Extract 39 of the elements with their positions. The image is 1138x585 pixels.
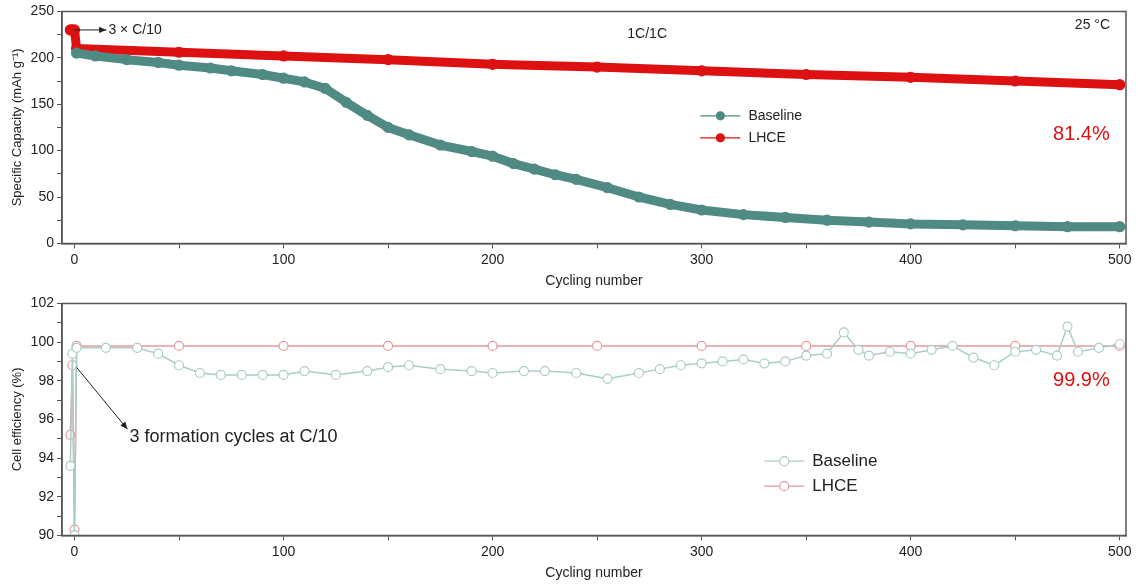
annotation: 25 °C <box>1074 16 1111 33</box>
y-tick-label: 250 <box>30 2 55 19</box>
y-tick-label: 98 <box>38 371 55 388</box>
x-tick-label: 400 <box>899 542 923 559</box>
y-tick-label: 50 <box>38 187 55 204</box>
legend-label: Baseline <box>748 106 803 123</box>
x-tick-label: 200 <box>480 250 505 267</box>
y-tick-label: 96 <box>38 410 55 427</box>
annotation: 99.9% <box>1053 367 1110 390</box>
y-tick-label: 94 <box>38 448 55 465</box>
y-tick-label: 92 <box>38 487 55 504</box>
y-axis-title: Specific Capacity (mAh g⁻¹) <box>9 48 25 207</box>
annotation: 3 formation cycles at C/10 <box>129 426 338 447</box>
x-tick-label: 300 <box>689 250 714 267</box>
y-tick-label: 90 <box>38 526 55 543</box>
y-tick-label: 100 <box>30 332 55 349</box>
y-tick-label: 100 <box>30 141 55 158</box>
x-tick-label: 500 <box>1108 542 1132 559</box>
x-tick-label: 100 <box>271 250 296 267</box>
x-axis-title: Cycling number <box>545 564 643 581</box>
x-tick-label: 300 <box>689 542 714 559</box>
annotation: 81.4% <box>1053 122 1110 145</box>
x-tick-label: 0 <box>70 250 79 267</box>
y-tick-label: 0 <box>46 234 55 251</box>
y-tick-label: 150 <box>30 95 55 112</box>
legend-label: Baseline <box>812 450 878 470</box>
annotation: 3 × C/10 <box>108 20 162 37</box>
y-axis-title: Cell efficiency (%) <box>9 367 25 472</box>
y-tick-label: 200 <box>30 48 55 65</box>
x-tick-label: 100 <box>271 542 296 559</box>
legend-label: LHCE <box>812 475 858 495</box>
annotation: 1C/1C <box>627 25 668 42</box>
legend-label: LHCE <box>748 128 786 145</box>
x-tick-label: 500 <box>1108 250 1132 267</box>
x-axis-title: Cycling number <box>545 272 643 289</box>
x-tick-label: 0 <box>70 542 79 559</box>
x-tick-label: 200 <box>480 542 505 559</box>
y-tick-label: 102 <box>30 294 55 311</box>
x-tick-label: 400 <box>899 250 923 267</box>
